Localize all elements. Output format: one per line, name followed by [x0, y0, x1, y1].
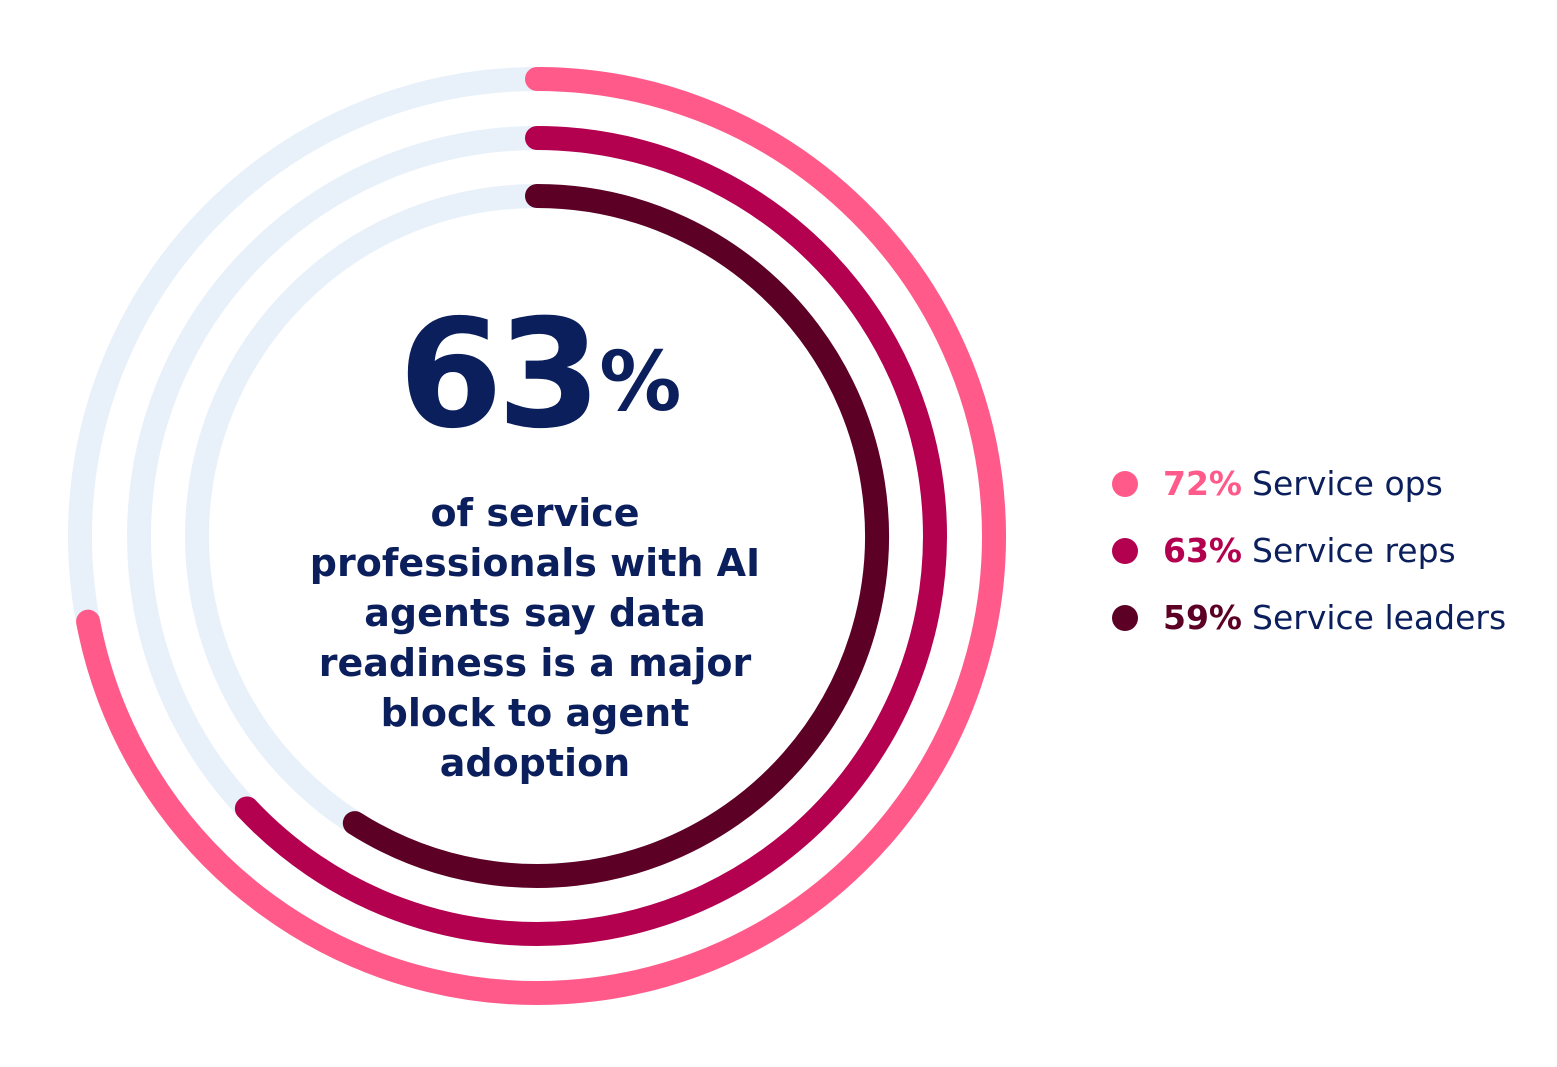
- ring-arc-service-reps: [234, 126, 947, 946]
- legend-item-service-ops: 72% Service ops: [1112, 450, 1506, 517]
- legend-dot-icon: [1112, 537, 1138, 564]
- headline-caption: of service professionals with AI agents …: [309, 491, 761, 785]
- legend-dot-icon: [1112, 470, 1138, 497]
- headline-unit: %: [599, 335, 682, 430]
- legend-label: Service leaders: [1252, 598, 1507, 637]
- legend: 72% Service ops 63% Service reps 59% Ser…: [1112, 450, 1506, 651]
- headline-value: 63%: [310, 300, 770, 450]
- legend-value: 72%: [1163, 464, 1242, 503]
- ring-arc-service-leaders: [342, 184, 889, 888]
- ring-arc-service-ops: [76, 67, 1006, 1005]
- legend-label: Service ops: [1252, 464, 1443, 503]
- headline-block: 63% of service professionals with AI age…: [300, 300, 770, 788]
- legend-label: Service reps: [1252, 531, 1456, 570]
- legend-item-service-leaders: 59% Service leaders: [1112, 584, 1506, 651]
- legend-dot-icon: [1112, 604, 1138, 631]
- legend-item-service-reps: 63% Service reps: [1112, 517, 1506, 584]
- ring-arcs: [76, 67, 1006, 1005]
- legend-value: 63%: [1163, 531, 1242, 570]
- headline-number: 63: [398, 288, 602, 462]
- legend-value: 59%: [1163, 598, 1242, 637]
